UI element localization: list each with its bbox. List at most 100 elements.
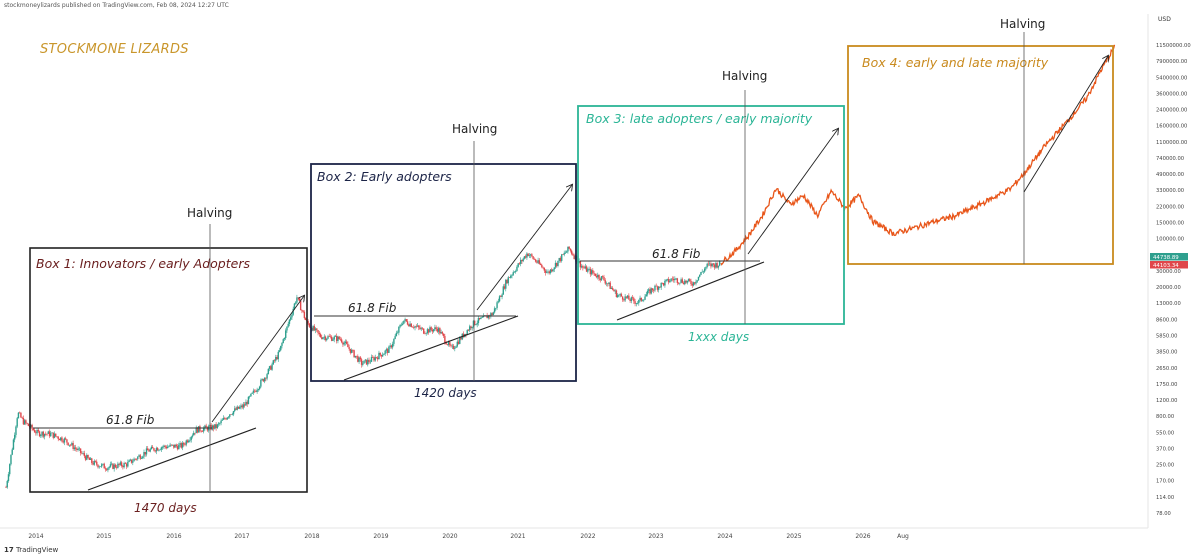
candle	[634, 301, 636, 304]
candle	[216, 424, 219, 428]
candle	[152, 446, 154, 449]
candle	[680, 279, 682, 283]
candle	[71, 443, 73, 445]
box-4-arrow	[1023, 56, 1108, 193]
y-tick-label: 250.00	[1156, 463, 1174, 469]
candle	[700, 272, 702, 275]
candle	[580, 266, 583, 268]
candle	[674, 278, 676, 281]
candle	[235, 408, 237, 410]
candle	[470, 326, 472, 329]
candle	[360, 359, 363, 365]
candle	[124, 463, 127, 464]
candle	[502, 286, 504, 295]
candle	[542, 267, 544, 268]
candle	[291, 314, 293, 318]
candle	[442, 333, 445, 336]
candle	[165, 446, 168, 449]
candle	[669, 280, 671, 283]
candle	[246, 401, 248, 405]
candle	[81, 452, 83, 454]
candle	[626, 295, 629, 298]
candle	[648, 289, 650, 291]
candle	[25, 420, 27, 423]
candle	[184, 444, 186, 446]
candle	[214, 424, 216, 429]
candle	[267, 368, 270, 375]
candle	[143, 452, 145, 457]
candle	[398, 326, 400, 333]
candle	[110, 463, 113, 465]
candle	[240, 405, 242, 408]
candle	[344, 341, 347, 343]
candle	[135, 458, 138, 460]
candle	[460, 337, 462, 340]
candle	[338, 336, 340, 340]
candle	[158, 449, 160, 451]
candle	[335, 335, 338, 342]
candle	[130, 459, 133, 463]
candle	[608, 282, 610, 285]
candle	[261, 379, 263, 380]
candle	[20, 412, 22, 418]
candle	[369, 361, 371, 363]
candle	[36, 429, 38, 434]
candle	[436, 328, 439, 332]
candle	[635, 303, 638, 304]
candle	[500, 296, 502, 298]
candle	[26, 422, 28, 424]
candle	[224, 417, 226, 419]
projection-line	[720, 44, 1116, 266]
candle	[242, 404, 245, 408]
box-3-arrow	[747, 129, 838, 255]
candle	[256, 389, 258, 392]
candle	[17, 412, 20, 419]
candle	[671, 278, 674, 280]
candle	[68, 444, 71, 446]
candle	[661, 282, 664, 284]
candle	[347, 343, 349, 348]
candle	[378, 352, 380, 360]
candle	[685, 280, 687, 283]
currency-label: USD	[1158, 16, 1171, 23]
x-tick-label: 2014	[28, 533, 43, 540]
x-tick-label: 2021	[510, 533, 525, 540]
candle	[597, 274, 599, 278]
box-1-arrow	[211, 296, 304, 423]
candle	[86, 454, 88, 460]
y-tick-label: 20000.00	[1156, 285, 1181, 291]
candle	[287, 323, 289, 327]
candle	[61, 437, 63, 442]
candle	[694, 282, 696, 284]
candle	[598, 274, 600, 279]
candle	[96, 461, 98, 465]
x-tick-label: 2017	[234, 533, 249, 540]
candle	[610, 287, 613, 289]
candle	[539, 263, 542, 265]
candle	[670, 278, 672, 281]
candle	[6, 481, 8, 488]
candle	[129, 459, 132, 461]
x-tick-label: 2024	[717, 533, 732, 540]
candle	[456, 341, 458, 347]
candle	[122, 465, 124, 468]
candle	[11, 449, 13, 455]
candle	[46, 433, 48, 435]
candle	[618, 294, 620, 296]
candle	[263, 377, 266, 382]
price-tag-bg	[1150, 253, 1188, 261]
candle	[322, 337, 324, 339]
candle	[251, 392, 253, 394]
candle	[599, 278, 601, 281]
candle	[425, 333, 427, 334]
candle	[275, 356, 277, 361]
candle	[14, 434, 16, 440]
candle	[227, 416, 230, 418]
candle	[285, 330, 287, 339]
candle	[701, 271, 703, 273]
candle	[160, 447, 163, 450]
candle	[640, 297, 642, 301]
candle	[69, 444, 72, 446]
candle	[92, 462, 94, 465]
candle	[476, 322, 478, 325]
